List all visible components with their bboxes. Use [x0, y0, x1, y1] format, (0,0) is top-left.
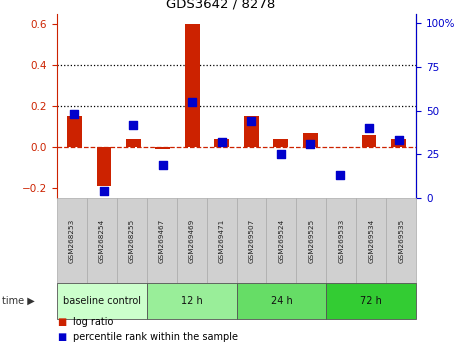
Point [277, 152, 284, 157]
Text: GSM268255: GSM268255 [129, 218, 135, 263]
Text: GSM268253: GSM268253 [69, 218, 75, 263]
Point [70, 111, 78, 117]
Text: GDS3642 / 8278: GDS3642 / 8278 [166, 0, 275, 11]
Bar [156, 147, 170, 149]
Point [100, 188, 108, 194]
Text: baseline control: baseline control [63, 296, 140, 306]
Text: GSM269469: GSM269469 [189, 218, 194, 263]
Text: ■: ■ [57, 332, 66, 342]
Text: GSM269533: GSM269533 [338, 218, 344, 263]
Text: ■: ■ [57, 317, 66, 327]
Text: percentile rank within the sample: percentile rank within the sample [73, 332, 238, 342]
Text: GSM269535: GSM269535 [398, 218, 404, 263]
Text: GSM269471: GSM269471 [219, 218, 225, 263]
Text: GSM269534: GSM269534 [368, 218, 374, 263]
Bar [362, 135, 377, 147]
Bar [391, 139, 406, 147]
Point [218, 139, 226, 145]
Text: GSM268254: GSM268254 [99, 218, 105, 263]
Point [365, 125, 373, 131]
Point [336, 173, 343, 178]
Text: 72 h: 72 h [360, 296, 382, 306]
Text: GSM269467: GSM269467 [158, 218, 165, 263]
Bar [244, 116, 259, 147]
Text: 12 h: 12 h [181, 296, 202, 306]
Bar [67, 116, 82, 147]
Text: log ratio: log ratio [73, 317, 114, 327]
Point [307, 141, 314, 147]
Bar [96, 147, 111, 186]
Text: GSM269525: GSM269525 [308, 218, 315, 263]
Bar [126, 139, 141, 147]
Text: GSM269524: GSM269524 [279, 218, 284, 263]
Point [247, 118, 255, 124]
Point [395, 138, 403, 143]
Point [189, 99, 196, 105]
Text: GSM269507: GSM269507 [248, 218, 254, 263]
Bar [273, 139, 288, 147]
Point [130, 122, 137, 127]
Text: time ▶: time ▶ [2, 296, 35, 306]
Bar [185, 24, 200, 147]
Bar [214, 139, 229, 147]
Text: 24 h: 24 h [271, 296, 292, 306]
Point [159, 162, 166, 168]
Bar [303, 133, 317, 147]
